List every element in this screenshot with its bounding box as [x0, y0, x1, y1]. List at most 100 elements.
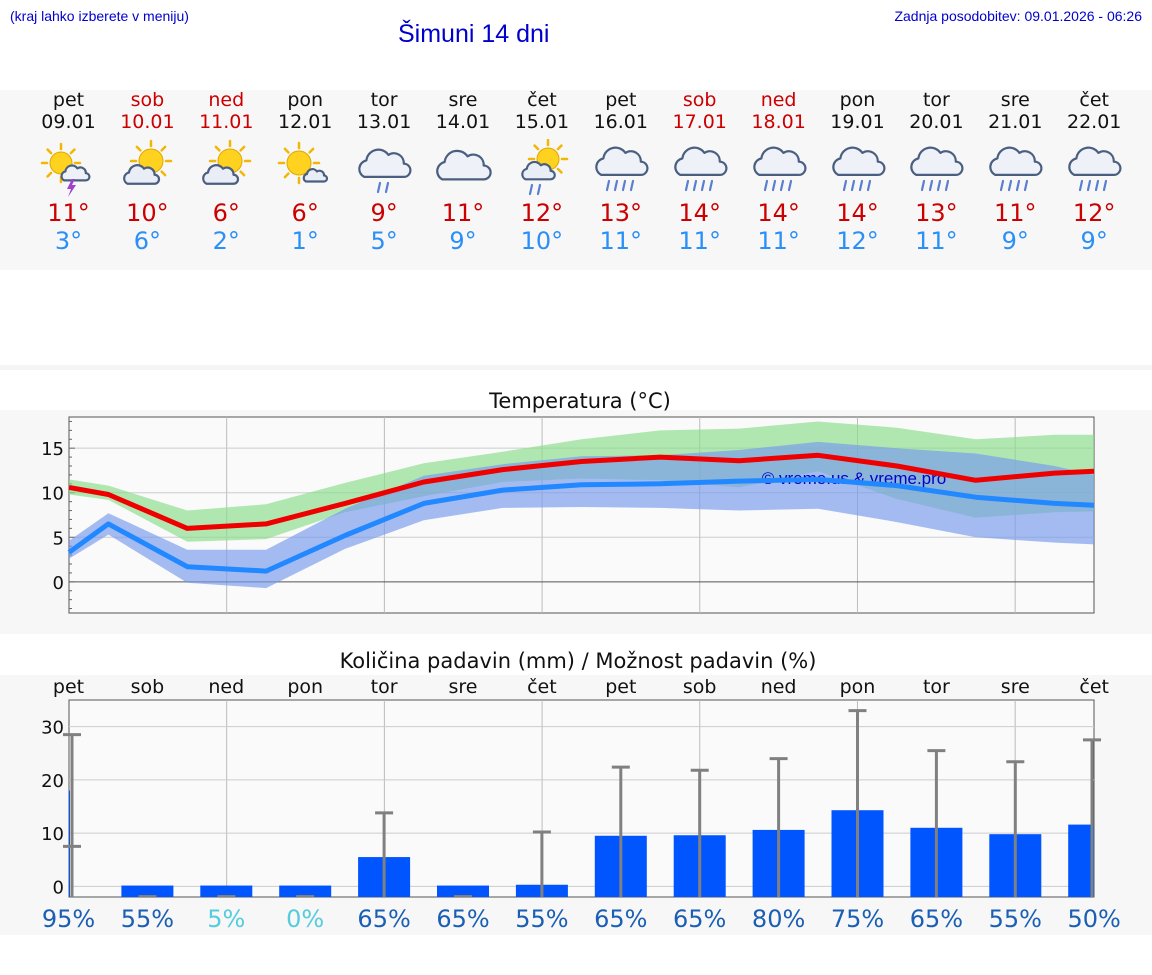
day-date: 09.01	[41, 111, 96, 133]
day-date: 16.01	[593, 111, 648, 133]
category-label: čet	[1079, 676, 1109, 698]
y-tick-label: 10	[41, 824, 64, 845]
precipitation-chart-title: Količina padavin (mm) / Možnost padavin …	[340, 649, 817, 673]
y-tick-label: 20	[41, 771, 64, 792]
day-date: 10.01	[120, 111, 175, 133]
section-divider	[0, 365, 1152, 370]
day-forecast: ned 11.01 6° 2°	[186, 89, 266, 255]
max-temperature: 9°	[370, 199, 398, 227]
precipitation-probability: 50%	[1068, 905, 1121, 933]
min-temperature: 9°	[1001, 227, 1029, 255]
day-forecast: čet 22.01 12° 9°	[1054, 89, 1134, 255]
day-date: 18.01	[751, 111, 806, 133]
max-temperature: 14°	[836, 199, 879, 227]
day-forecast: sre 21.01 11° 9°	[975, 89, 1055, 255]
max-temperature: 11°	[441, 199, 485, 227]
max-temperature: 10°	[126, 199, 169, 227]
min-temperature: 2°	[212, 227, 240, 255]
max-temperature: 11°	[47, 199, 90, 227]
day-forecast: pet 09.01 11° 3°	[29, 89, 109, 255]
min-temperature: 3°	[54, 227, 83, 255]
day-name: ned	[208, 89, 245, 111]
precipitation-bar	[200, 885, 253, 897]
temperature-chart-title: Temperatura (°C)	[488, 389, 671, 413]
category-label: tor	[923, 676, 950, 698]
day-date: 13.01	[356, 111, 412, 133]
category-label: pon	[840, 676, 876, 698]
max-temperature: 6°	[291, 199, 319, 227]
precipitation-probability: 0%	[286, 905, 324, 933]
cloud-rain-icon	[831, 146, 885, 192]
day-name: čet	[527, 89, 557, 111]
precipitation-probability: 75%	[831, 905, 884, 933]
precipitation-bar	[1068, 824, 1094, 897]
max-temperature: 11°	[994, 199, 1037, 227]
day-date: 15.01	[514, 111, 570, 133]
y-tick-label: 5	[53, 528, 64, 549]
precipitation-probability: 65%	[436, 905, 489, 933]
day-name: sre	[1000, 89, 1030, 111]
day-forecast: pon 12.01 6° 1°	[265, 89, 345, 255]
cloud-rain-icon	[910, 146, 964, 192]
day-name: sob	[130, 89, 165, 111]
day-forecast: sob 10.01 10° 6°	[107, 89, 187, 255]
day-forecast: ned 18.01 14° 11°	[739, 89, 819, 255]
y-tick-label: 15	[41, 439, 64, 460]
day-name: tor	[922, 89, 950, 111]
precipitation-probability: 65%	[357, 905, 410, 933]
min-temperature: 5°	[370, 227, 398, 255]
min-temperature: 6°	[133, 227, 162, 255]
cloud-rain-icon	[752, 146, 807, 192]
day-forecast: čet 15.01 12° 10°	[502, 89, 582, 255]
precipitation-probability: 95%	[42, 905, 95, 933]
sun-small-cloud-icon	[277, 141, 329, 185]
min-temperature: 9°	[1080, 227, 1108, 255]
min-temperature: 10°	[520, 227, 564, 255]
day-forecast: tor 20.01 13° 11°	[896, 89, 976, 255]
day-name: pet	[52, 89, 85, 111]
day-date: 22.01	[1066, 111, 1122, 133]
precipitation-probability: 80%	[752, 905, 805, 933]
category-label: pet	[605, 676, 636, 698]
cloud-light-rain-icon	[358, 148, 412, 194]
precipitation-probability: 55%	[989, 905, 1042, 933]
category-label: sre	[449, 676, 478, 698]
max-temperature: 14°	[678, 199, 721, 227]
day-date: 17.01	[672, 111, 727, 133]
page-title: Šimuni 14 dni	[398, 20, 550, 48]
max-temperature: 13°	[599, 199, 643, 227]
category-label: čet	[527, 676, 557, 698]
daily-forecast-strip: pet 09.01 11° 3° sob 10.01 10° 6° ned 11.01 6° 2° po…	[0, 89, 1152, 270]
y-tick-label: 30	[41, 718, 64, 739]
day-date: 14.01	[435, 111, 491, 133]
max-temperature: 14°	[757, 199, 800, 227]
day-forecast: tor 13.01 9° 5°	[344, 89, 424, 255]
sun-cloud-icon	[202, 139, 252, 185]
min-temperature: 11°	[678, 227, 721, 255]
cloud-rain-icon	[1068, 146, 1122, 192]
temperature-chart: Temperatura (°C) 0 5 10 15 © vreme.us & vreme…	[41, 389, 1095, 614]
cloudy-icon	[436, 149, 492, 181]
precipitation-bar	[437, 885, 489, 897]
precipitation-probability: 65%	[673, 905, 726, 933]
category-label: ned	[761, 676, 797, 698]
precipitation-bar	[121, 885, 174, 897]
day-name: pon	[287, 89, 324, 111]
day-date: 21.01	[988, 111, 1043, 133]
category-label: tor	[371, 676, 398, 698]
day-date: 19.01	[830, 111, 885, 133]
day-name: sre	[448, 89, 478, 111]
day-name: sob	[682, 89, 717, 111]
cloud-rain-icon	[673, 146, 728, 192]
max-temperature: 6°	[212, 199, 240, 227]
day-forecast: pon 19.01 14° 12°	[818, 89, 898, 255]
min-temperature: 11°	[757, 227, 800, 255]
category-label: pon	[287, 676, 323, 698]
y-tick-label: 10	[41, 484, 64, 505]
max-temperature: 12°	[1072, 199, 1116, 227]
category-label: sre	[1001, 676, 1030, 698]
sun-cloud-icon	[123, 139, 173, 185]
day-name: tor	[370, 89, 398, 111]
min-temperature: 11°	[599, 227, 643, 255]
min-temperature: 1°	[291, 227, 319, 255]
